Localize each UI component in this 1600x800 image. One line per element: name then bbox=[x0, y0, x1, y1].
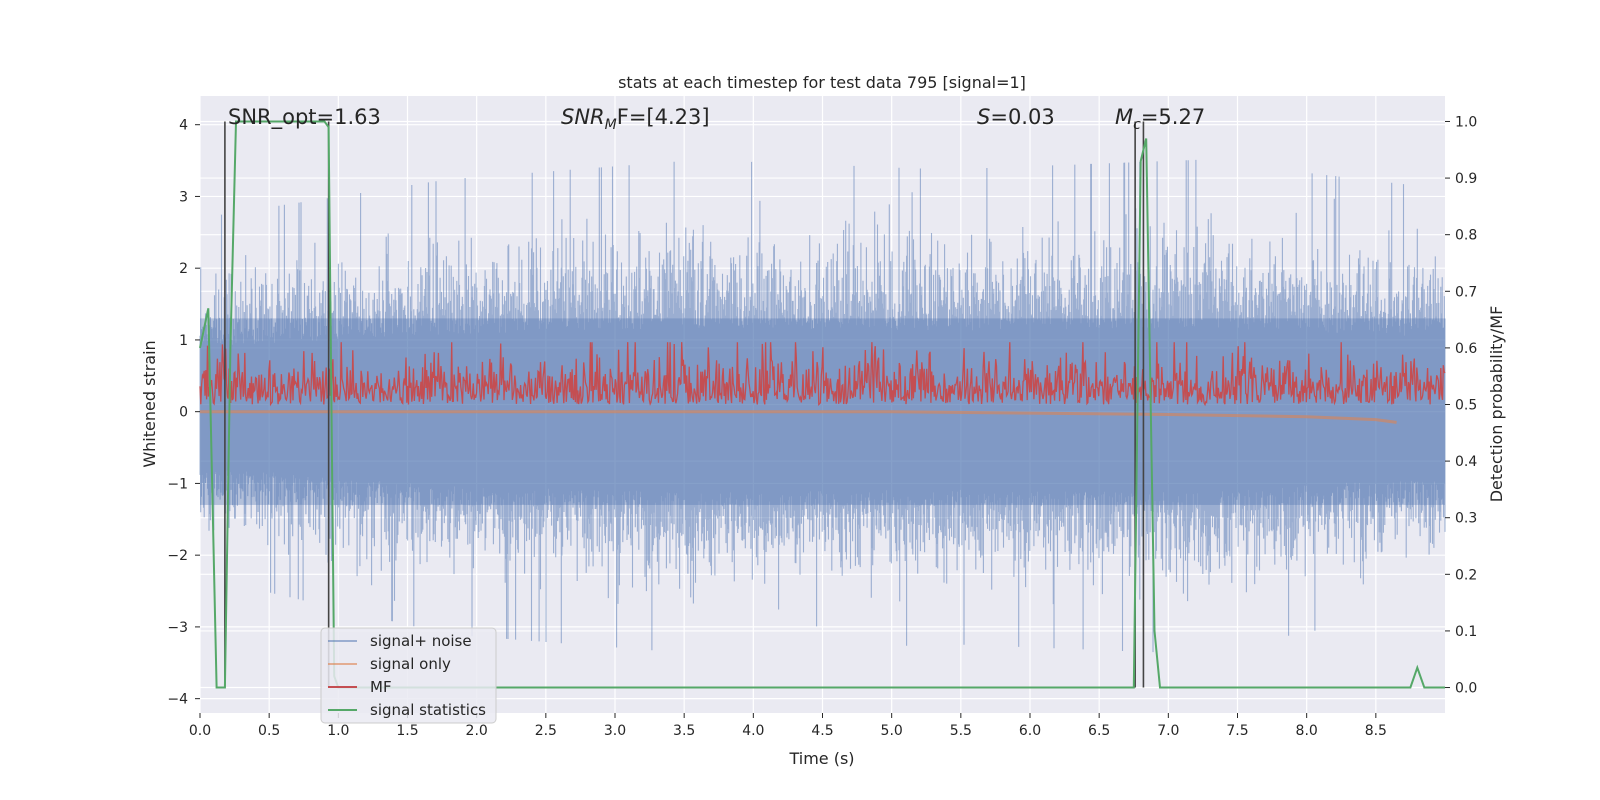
legend-label-signal-statistics: signal statistics bbox=[370, 701, 486, 719]
annotation-snr-mf: SNRMF=[4.23] bbox=[561, 105, 710, 133]
legend-label-mf: MF bbox=[370, 678, 392, 696]
x-tick-label: 7.0 bbox=[1157, 723, 1179, 739]
x-tick-label: 1.5 bbox=[396, 723, 418, 739]
y-right-tick-label: 0.3 bbox=[1455, 511, 1477, 527]
legend-label-signal-noise: signal+ noise bbox=[370, 632, 472, 650]
annotation-mc-base: M bbox=[1115, 105, 1133, 129]
x-tick-label: 0.5 bbox=[258, 723, 280, 739]
annotation-s-label: S bbox=[977, 105, 990, 129]
x-axis-label: Time (s) bbox=[788, 749, 854, 768]
y-left-tick-label: −4 bbox=[167, 692, 188, 708]
annotation-mc-sub: c bbox=[1133, 117, 1141, 133]
x-tick-label: 2.0 bbox=[466, 723, 488, 739]
series-signal-only bbox=[200, 410, 1397, 424]
y-axis-left-label: Whitened strain bbox=[140, 340, 159, 467]
y-left-tick-label: 3 bbox=[179, 189, 188, 205]
chart-title: stats at each timestep for test data 795… bbox=[618, 73, 1026, 92]
x-tick-label: 8.5 bbox=[1365, 723, 1387, 739]
y-axis-left: 4 3 2 1 0 −1 −2 −3 −4 bbox=[167, 118, 200, 708]
x-tick-label: 6.5 bbox=[1088, 723, 1110, 739]
x-tick-label: 5.0 bbox=[881, 723, 903, 739]
y-axis-right-label: Detection probability/MF bbox=[1487, 306, 1506, 503]
x-tick-label: 1.0 bbox=[327, 723, 349, 739]
annotation-s: S=0.03 bbox=[977, 105, 1055, 129]
y-right-tick-label: 0.4 bbox=[1455, 454, 1477, 470]
legend-box bbox=[320, 627, 497, 724]
annotation-s-value: =0.03 bbox=[990, 105, 1054, 129]
series-mf bbox=[199, 342, 1446, 407]
x-tick-label: 3.0 bbox=[604, 723, 626, 739]
y-left-tick-label: −2 bbox=[167, 548, 188, 564]
y-right-tick-label: 0.9 bbox=[1455, 171, 1477, 187]
y-right-tick-label: 0.2 bbox=[1455, 567, 1477, 583]
y-left-tick-label: 0 bbox=[179, 405, 188, 421]
x-tick-label: 8.0 bbox=[1296, 723, 1318, 739]
y-right-tick-label: 0.6 bbox=[1455, 341, 1477, 357]
y-axis-right: 1.0 0.9 0.8 0.7 0.6 0.5 0.4 0.3 0.2 0.1 0.0 bbox=[1445, 114, 1477, 697]
y-left-tick-label: 2 bbox=[179, 261, 188, 277]
x-tick-label: 4.5 bbox=[811, 723, 833, 739]
y-right-tick-label: 0.0 bbox=[1455, 681, 1477, 697]
annotation-snr-mf-rest: F=[4.23] bbox=[617, 105, 710, 129]
y-left-tick-label: −1 bbox=[167, 476, 188, 492]
legend: signal+ noise signal only MF signal stat… bbox=[320, 627, 497, 724]
y-left-tick-label: 1 bbox=[179, 333, 188, 349]
legend-label-signal-only: signal only bbox=[370, 655, 451, 673]
y-right-tick-label: 0.1 bbox=[1455, 624, 1477, 640]
x-tick-label: 3.5 bbox=[673, 723, 695, 739]
y-right-tick-label: 0.7 bbox=[1455, 284, 1477, 300]
annotation-snr-mf-sub: M bbox=[605, 117, 617, 133]
x-tick-label: 6.0 bbox=[1019, 723, 1041, 739]
plot-area bbox=[199, 120, 1446, 689]
annotation-snr-mf-base: SNR bbox=[561, 105, 605, 129]
x-tick-label: 4.0 bbox=[742, 723, 764, 739]
y-left-tick-label: −3 bbox=[167, 620, 188, 636]
x-tick-label: 5.5 bbox=[950, 723, 972, 739]
x-tick-label: 2.5 bbox=[535, 723, 557, 739]
annotation-mc-value: =5.27 bbox=[1141, 105, 1205, 129]
y-right-tick-label: 0.5 bbox=[1455, 398, 1477, 414]
x-tick-label: 7.5 bbox=[1226, 723, 1248, 739]
y-left-tick-label: 4 bbox=[179, 118, 188, 134]
x-tick-label: 0.0 bbox=[189, 723, 211, 739]
x-axis: 0.0 0.5 1.0 1.5 2.0 2.5 3.0 3.5 4.0 4.5 5.0 5.5 6.0 6… bbox=[189, 713, 1387, 739]
annotation-snr-opt: SNR_opt=1.63 bbox=[228, 105, 381, 130]
y-right-tick-label: 0.8 bbox=[1455, 228, 1477, 244]
annotation-mc: Mc=5.27 bbox=[1115, 105, 1205, 133]
y-right-tick-label: 1.0 bbox=[1455, 114, 1477, 130]
